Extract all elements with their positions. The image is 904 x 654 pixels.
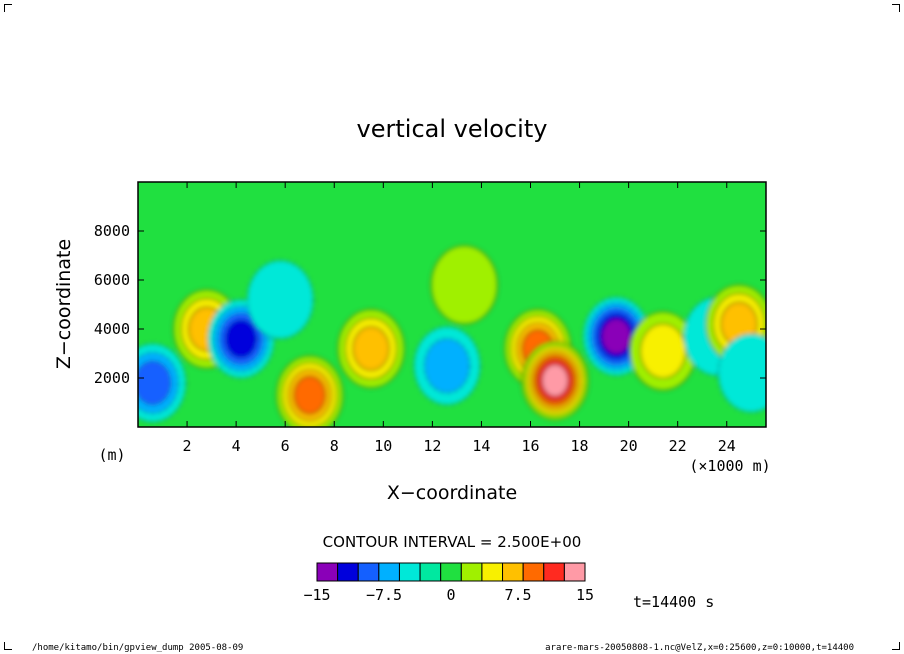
crop-mark-top-right <box>892 4 900 12</box>
colorbar-swatch <box>481 562 504 582</box>
colorbar-swatch <box>440 562 462 582</box>
velocity-contour <box>430 245 498 325</box>
velocity-contour <box>246 260 314 340</box>
velocity-contour <box>224 319 258 359</box>
velocity-contour <box>601 318 631 355</box>
colorbar-swatch <box>357 562 380 582</box>
colorbar-label: 7.5 <box>504 586 531 604</box>
x-tick-label: 18 <box>571 437 589 455</box>
colorbar-swatch <box>337 562 359 582</box>
x-tick-label: 14 <box>472 437 490 455</box>
colorbar-swatch <box>522 562 545 582</box>
velocity-contour <box>423 338 471 394</box>
y-tick-label: 8000 <box>94 222 130 240</box>
crop-mark-bottom-left <box>4 642 12 650</box>
x-tick-label: 16 <box>521 437 539 455</box>
y-tick-label: 2000 <box>94 369 130 387</box>
y-tick-label: 6000 <box>94 271 130 289</box>
x-tick-label: 10 <box>374 437 392 455</box>
colorbar-swatch <box>543 562 565 582</box>
colorbar-label: −15 <box>303 586 330 604</box>
velocity-contour <box>352 326 390 371</box>
x-tick-label: 22 <box>669 437 687 455</box>
colorbar-swatch <box>419 562 442 582</box>
colorbar-swatch <box>316 562 339 582</box>
footer-left: /home/kitamo/bin/gpview_dump 2005-08-09 <box>32 643 243 653</box>
velocity-contour <box>541 364 569 397</box>
velocity-contour <box>293 375 326 415</box>
x-axis-unit: (×1000 m) <box>689 457 770 475</box>
chart-title: vertical velocity <box>357 115 548 143</box>
velocity-contour <box>138 360 172 406</box>
x-tick-label: 8 <box>330 437 339 455</box>
x-tick-label: 24 <box>718 437 736 455</box>
footer-right: arare-mars-20050808-1.nc@VelZ,x=0:25600,… <box>545 643 854 653</box>
colorbar-label: 0 <box>446 586 455 604</box>
colorbar-swatch <box>378 562 400 582</box>
y-axis-unit: (m) <box>98 446 125 464</box>
y-tick-label: 4000 <box>94 320 130 338</box>
contour-interval-label: CONTOUR INTERVAL = 2.500E+00 <box>323 533 582 551</box>
velocity-field <box>138 245 766 427</box>
x-axis-label: X−coordinate <box>387 482 517 504</box>
y-axis-label: Z−coordinate <box>53 239 75 369</box>
x-tick-label: 2 <box>183 437 192 455</box>
colorbar-swatch <box>563 562 586 582</box>
x-tick-label: 20 <box>620 437 638 455</box>
colorbar-swatch <box>460 562 483 582</box>
time-label: t=14400 s <box>633 593 714 611</box>
colorbar-label: 15 <box>576 586 594 604</box>
colorbar-swatch <box>502 562 524 582</box>
colorbar <box>316 562 586 582</box>
plot-frame <box>137 181 767 428</box>
crop-mark-bottom-right <box>892 642 900 650</box>
colorbar-swatch <box>398 562 421 582</box>
x-tick-label: 6 <box>281 437 290 455</box>
x-axis-ticks: 2 4 6 8 10 12 14 16 18 20 22 24 <box>183 182 736 455</box>
colorbar-labels: −15 −7.5 0 7.5 15 <box>303 586 594 604</box>
x-tick-label: 12 <box>423 437 441 455</box>
velocity-contour <box>639 323 687 379</box>
crop-mark-top-left <box>4 4 12 12</box>
colorbar-label: −7.5 <box>366 586 402 604</box>
y-axis-ticks: 2000 4000 6000 8000 <box>94 222 766 387</box>
x-tick-label: 4 <box>232 437 241 455</box>
velocity-contour <box>717 333 766 413</box>
